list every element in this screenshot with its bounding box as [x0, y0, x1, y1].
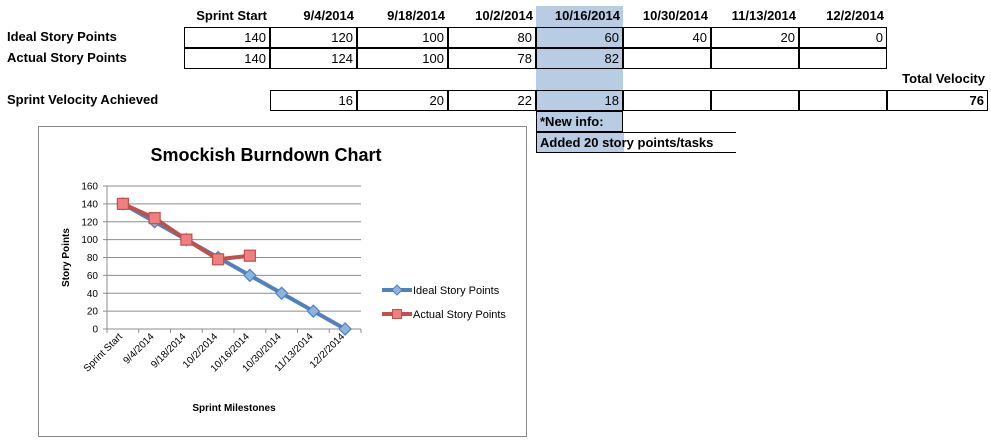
ideal-point	[306, 304, 321, 318]
chart-svg: Smockish Burndown Chart 0 20 40 60 80 100 120 14…	[61, 145, 506, 414]
actual-value-cell[interactable]: 124	[270, 48, 357, 69]
actual-value-cell[interactable]: 100	[357, 48, 448, 69]
ideal-value-cell[interactable]: 40	[623, 27, 711, 48]
ideal-point	[338, 322, 352, 336]
legend-label: Ideal Story Points	[413, 285, 500, 297]
actual-point	[180, 233, 193, 246]
actual-point	[212, 253, 225, 266]
ideal-value-cell[interactable]: 20	[711, 27, 799, 48]
y-axis-title: Story Points	[61, 228, 72, 287]
header-cell[interactable]: 11/13/2014	[731, 8, 796, 23]
ideal-point	[243, 268, 257, 283]
x-tick-label: Sprint Start	[82, 331, 125, 374]
x-tick-label: 12/2/2014	[308, 331, 348, 371]
header-cell[interactable]: 10/2/2014	[475, 8, 533, 23]
total-velocity-value[interactable]: 76	[887, 90, 988, 111]
y-tick-label: 120	[81, 217, 98, 228]
velocity-value-cell[interactable]: 18	[536, 90, 623, 111]
velocity-value-cell[interactable]: 16	[270, 90, 357, 111]
y-tick-label: 100	[81, 235, 98, 246]
actual-point	[116, 197, 129, 210]
header-cell[interactable]: 10/30/2014	[642, 8, 708, 23]
actual-value-cell[interactable]	[623, 48, 711, 69]
series-line-actual	[120, 201, 252, 262]
actual-value-cell[interactable]: 140	[184, 48, 270, 69]
y-tick-label: 160	[81, 182, 98, 193]
ideal-value-cell[interactable]: 0	[799, 27, 887, 48]
y-tick-label: 140	[81, 199, 98, 210]
actual-value-cell[interactable]: 78	[448, 48, 536, 69]
velocity-value-cell[interactable]: 22	[448, 90, 536, 111]
actual-value-cell[interactable]	[711, 48, 799, 69]
y-tick-label: 80	[87, 253, 99, 264]
y-tick-label: 40	[87, 289, 99, 300]
ideal-value-cell[interactable]: 140	[184, 27, 270, 48]
y-tick-label: 60	[87, 271, 99, 282]
velocity-value-cell[interactable]: 20	[357, 90, 448, 111]
ideal-value-cell[interactable]: 60	[536, 27, 623, 48]
new-info-note[interactable]: *New info:	[536, 111, 623, 132]
header-cell[interactable]: 9/4/2014	[303, 8, 354, 23]
total-velocity-label[interactable]: Total Velocity	[902, 71, 985, 86]
actual-point	[148, 212, 161, 225]
highlight-column-10-16-2014	[536, 6, 623, 111]
ideal-value-cell[interactable]: 80	[448, 27, 536, 48]
chart-title: Smockish Burndown Chart	[150, 145, 381, 165]
legend-label: Actual Story Points	[413, 309, 506, 321]
legend-marker-square	[392, 309, 402, 319]
row-label-ideal[interactable]: Ideal Story Points	[7, 29, 117, 44]
actual-point	[243, 249, 256, 262]
ideal-value-cell[interactable]: 120	[270, 27, 357, 48]
series-line-ideal	[120, 201, 348, 331]
burndown-chart[interactable]: Smockish Burndown Chart 0 20 40 60 80 100 120 14…	[38, 126, 527, 437]
added-info-note[interactable]: Added 20 story points/tasks	[536, 132, 736, 153]
velocity-value-cell[interactable]	[799, 90, 887, 111]
ideal-point	[274, 286, 289, 301]
header-cell[interactable]: Sprint Start	[196, 8, 267, 23]
velocity-value-cell[interactable]	[711, 90, 799, 111]
velocity-value-cell[interactable]	[623, 90, 711, 111]
x-axis-title: Sprint Milestones	[192, 403, 276, 414]
row-label-velocity[interactable]: Sprint Velocity Achieved	[7, 92, 159, 107]
ideal-value-cell[interactable]: 100	[357, 27, 448, 48]
header-cell[interactable]: 10/16/2014	[554, 8, 620, 23]
y-tick-label: 20	[87, 307, 99, 318]
header-cell[interactable]: 12/2/2014	[826, 8, 884, 23]
y-tick-label: 0	[92, 325, 98, 336]
legend-marker-diamond	[391, 284, 403, 296]
actual-value-cell[interactable]: 82	[536, 48, 623, 69]
header-cell[interactable]: 9/18/2014	[387, 8, 445, 23]
row-label-actual[interactable]: Actual Story Points	[7, 50, 127, 65]
actual-value-cell[interactable]	[799, 48, 887, 69]
